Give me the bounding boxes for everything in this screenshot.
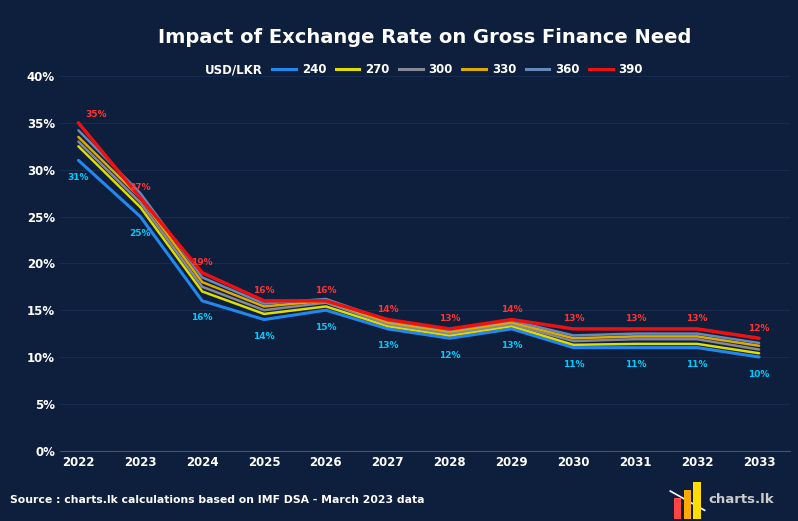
Text: 10%: 10%: [749, 369, 770, 379]
Text: 12%: 12%: [749, 324, 770, 333]
Bar: [684, 490, 691, 519]
Text: 11%: 11%: [686, 360, 708, 369]
Text: Source : charts.lk calculations based on IMF DSA - March 2023 data: Source : charts.lk calculations based on…: [10, 494, 424, 505]
Text: 11%: 11%: [625, 360, 646, 369]
Text: 19%: 19%: [192, 258, 213, 267]
Text: 15%: 15%: [315, 322, 337, 332]
Text: 14%: 14%: [377, 305, 399, 314]
Text: 14%: 14%: [501, 305, 523, 314]
Text: 16%: 16%: [192, 313, 213, 322]
Text: 13%: 13%: [563, 314, 584, 324]
Text: 11%: 11%: [563, 360, 584, 369]
Text: 13%: 13%: [439, 314, 460, 324]
Text: 25%: 25%: [129, 229, 151, 238]
Text: 13%: 13%: [377, 341, 398, 351]
Text: 12%: 12%: [439, 351, 460, 360]
Text: 35%: 35%: [85, 110, 107, 119]
Text: charts.lk: charts.lk: [709, 493, 774, 506]
Text: 27%: 27%: [129, 183, 151, 192]
Title: Impact of Exchange Rate on Gross Finance Need: Impact of Exchange Rate on Gross Finance…: [158, 29, 692, 47]
Bar: [674, 498, 681, 519]
Text: 14%: 14%: [253, 332, 275, 341]
Text: 13%: 13%: [625, 314, 646, 324]
Text: 13%: 13%: [686, 314, 708, 324]
Legend: USD/LKR, 240, 270, 300, 330, 360, 390: USD/LKR, 240, 270, 300, 330, 360, 390: [176, 63, 643, 76]
Text: 16%: 16%: [253, 286, 275, 295]
Bar: [693, 482, 701, 519]
Text: 16%: 16%: [315, 286, 337, 295]
Text: 13%: 13%: [501, 341, 523, 351]
Text: 31%: 31%: [68, 173, 89, 182]
